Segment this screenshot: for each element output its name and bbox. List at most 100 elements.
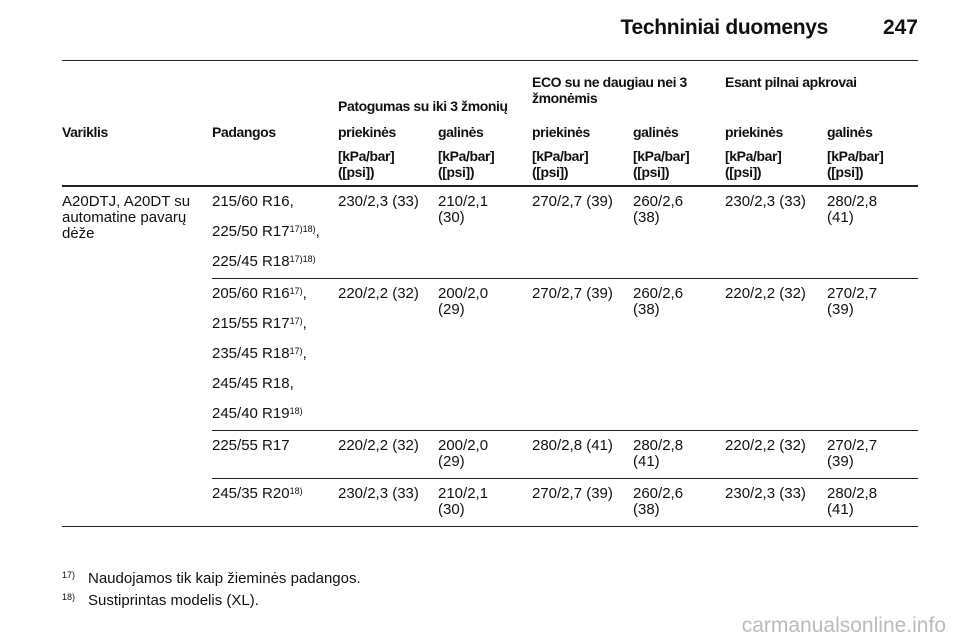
tire-pressure-table: Patogumas su iki 3 žmonių ECO su ne daugi…	[62, 74, 919, 527]
data-row: A20DTJ, A20DT su automatine pavarų dėže 2…	[62, 186, 918, 527]
unit-header: [kPa/bar] ([psi])	[338, 140, 438, 187]
unit-header: [kPa/bar] ([psi])	[725, 140, 828, 187]
engine-cell: A20DTJ, A20DT su automatine pavarų dėže	[62, 186, 212, 527]
tire-cell: 205/60 R1617), 215/55 R1717), 235/45 R1817…	[212, 278, 338, 431]
pressure-cell: 280/2,8 (41)	[827, 478, 919, 527]
column-header-row: Variklis Padangos priekinės galinės priekinė…	[62, 114, 918, 140]
tire-size: 245/40 R1918)	[212, 406, 322, 422]
group-header-row: Patogumas su iki 3 žmonių ECO su ne daugi…	[62, 74, 918, 114]
tire-text: ,	[302, 345, 307, 362]
pressure-cell: 280/2,8 (41)	[633, 430, 726, 479]
group-header: Patogumas su iki 3 žmonių	[338, 98, 508, 114]
units-row: [kPa/bar] ([psi]) [kPa/bar] ([psi]) [kPa/b…	[62, 140, 919, 187]
pressure-cell: 230/2,3 (33)	[338, 478, 438, 527]
column-header: priekinės	[338, 124, 396, 140]
column-header: priekinės	[725, 124, 783, 140]
pressure-cell: 270/2,7 (39)	[532, 478, 633, 527]
footnote-text: Sustiprintas modelis (XL).	[88, 592, 259, 609]
data-row: 245/35 R2018) 230/2,3 (33) 210/2,1 (30) 270…	[62, 478, 919, 527]
pressure-cell: 220/2,2 (32)	[338, 278, 438, 431]
pressure-cell: 200/2,0 (29)	[438, 278, 532, 431]
footnote-mark: 17)	[62, 570, 76, 580]
column-header: galinės	[827, 124, 873, 140]
pressure-cell: 270/2,7 (39)	[532, 193, 613, 210]
footnote: 18) Sustiprintas modelis (XL).	[62, 592, 361, 614]
tire-text: ,	[315, 223, 320, 240]
pressure-cell: 230/2,3 (33)	[725, 193, 806, 210]
tire-size: 225/45 R1817)18)	[212, 254, 322, 270]
tire-size: 225/50 R1717)18),	[212, 224, 322, 240]
tire-text: 215/60 R16,	[212, 193, 294, 210]
pressure-cell: 230/2,3 (33)	[725, 478, 828, 527]
footnote-ref: 18)	[289, 406, 303, 416]
footnote-text: Naudojamos tik kaip žieminės padangos.	[88, 570, 361, 587]
column-header: galinės	[438, 124, 484, 140]
tire-cell: 245/35 R2018)	[212, 478, 338, 527]
unit-header: [kPa/bar] ([psi])	[633, 140, 726, 187]
column-header: galinės	[633, 124, 679, 140]
tire-text: 225/55 R17	[212, 437, 290, 454]
pressure-cell: 260/2,6 (38)	[633, 278, 726, 431]
tire-size: 205/60 R1617),	[212, 286, 322, 302]
pressure-cell: 230/2,3 (33)	[338, 193, 419, 210]
pressure-cell: 210/2,1 (30)	[438, 478, 532, 527]
tire-text: 245/40 R19	[212, 405, 290, 422]
tire-cell: 225/55 R17	[212, 430, 338, 479]
footnote-ref: 17)	[289, 286, 303, 296]
header-rule	[62, 60, 918, 61]
pressure-cell: 220/2,2 (32)	[725, 278, 828, 431]
tire-size: 215/55 R1717),	[212, 316, 322, 332]
pressure-cell: 210/2,1 (30)	[438, 193, 489, 226]
group-header: Esant pilnai apkrovai	[725, 74, 857, 90]
pressure-cell: 260/2,6 (38)	[633, 193, 684, 226]
tire-size: 225/55 R17	[212, 438, 322, 454]
unit-header: [kPa/bar] ([psi])	[438, 140, 532, 187]
footnotes: 17) Naudojamos tik kaip žieminės padangos…	[62, 570, 361, 614]
footnote-ref: 17)18)	[289, 254, 316, 264]
pressure-cell: 200/2,0 (29)	[438, 430, 532, 479]
footnote-ref: 17)18)	[289, 224, 316, 234]
tire-cell: 215/60 R16, 225/50 R1717)18), 225/45 R1817…	[212, 186, 338, 279]
column-header: Variklis	[62, 124, 108, 140]
header-cell	[62, 74, 338, 114]
column-header: Padangos	[212, 124, 276, 140]
tire-text: 245/45 R18,	[212, 375, 294, 392]
pressure-cell: 270/2,7 (39)	[827, 278, 919, 431]
footnote-ref: 17)	[289, 346, 303, 356]
watermark: carmanualsonline.info	[741, 614, 946, 637]
pressure-cell: 270/2,7 (39)	[532, 278, 633, 431]
tire-text: 235/45 R18	[212, 345, 290, 362]
tire-size: 235/45 R1817),	[212, 346, 322, 362]
data-row: 225/55 R17 220/2,2 (32) 200/2,0 (29) 280/2,…	[62, 430, 919, 479]
tire-text: ,	[302, 285, 307, 302]
header-cell	[62, 140, 212, 187]
pressure-cell: 220/2,2 (32)	[725, 430, 828, 479]
tire-text: 215/55 R17	[212, 315, 290, 332]
tire-text: 205/60 R16	[212, 285, 290, 302]
page-number: 247	[882, 16, 918, 39]
tire-size: 245/45 R18,	[212, 376, 322, 392]
pressure-cell: 270/2,7 (39)	[827, 430, 919, 479]
page-title: Techniniai duomenys	[620, 16, 829, 39]
tire-size: 215/60 R16,	[212, 194, 322, 210]
tire-text: ,	[302, 315, 307, 332]
pressure-cell: 220/2,2 (32)	[338, 430, 438, 479]
footnote-mark: 18)	[62, 592, 76, 602]
footnote-ref: 18)	[289, 486, 303, 496]
tire-size: 245/35 R2018)	[212, 486, 322, 502]
unit-header: [kPa/bar] ([psi])	[532, 140, 633, 187]
tire-text: 225/50 R17	[212, 223, 290, 240]
tire-text: 245/35 R20	[212, 485, 290, 502]
pressure-cell: 280/2,8 (41)	[827, 193, 878, 226]
group-header: ECO su ne daugiau nei 3 žmonėmis	[532, 74, 687, 106]
footnote: 17) Naudojamos tik kaip žieminės padangos…	[62, 570, 361, 592]
tire-text: 225/45 R18	[212, 253, 290, 270]
column-header: priekinės	[532, 124, 590, 140]
pressure-cell: 260/2,6 (38)	[633, 478, 726, 527]
data-row: 205/60 R1617), 215/55 R1717), 235/45 R1817…	[62, 278, 919, 431]
unit-header: [kPa/bar] ([psi])	[827, 140, 919, 187]
footnote-ref: 17)	[289, 316, 303, 326]
pressure-cell: 280/2,8 (41)	[532, 430, 633, 479]
header-cell	[212, 140, 338, 187]
